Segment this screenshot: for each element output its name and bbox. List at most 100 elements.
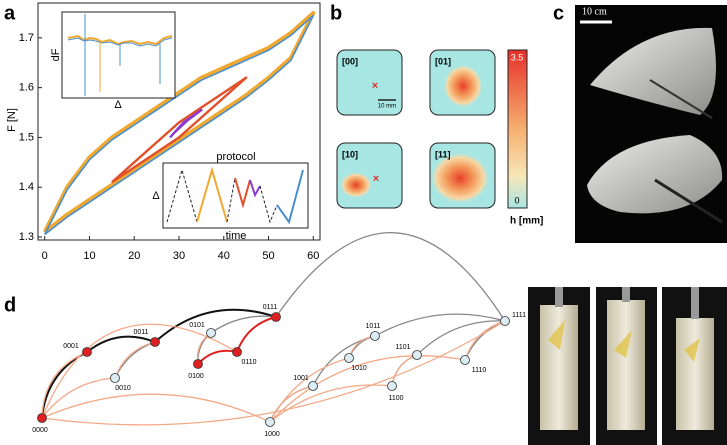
node-label: 1000 — [264, 431, 280, 438]
center-mark: × — [372, 80, 378, 92]
colorbar — [507, 49, 528, 209]
rod — [622, 287, 630, 302]
node-label: 1011 — [365, 323, 380, 330]
y-tick-label: 1.4 — [19, 181, 34, 193]
node-label: 0010 — [115, 385, 131, 392]
line-chart: 0 10 20 30 40 50 60 1.3 1.4 1.5 1.6 1.7 — [19, 10, 319, 262]
node — [82, 347, 92, 357]
cone — [590, 27, 716, 115]
node — [370, 331, 380, 341]
edge — [210, 315, 277, 334]
edge — [236, 316, 277, 353]
x-tick-label: 50 — [262, 250, 274, 262]
height-blob — [340, 172, 372, 198]
height-blob — [443, 64, 483, 108]
height-maps: × × [00] [01] [10] [11] 10 mm 3.5 0 h [m… — [336, 49, 543, 227]
inset-line — [67, 34, 173, 46]
edge — [41, 323, 238, 419]
node-label: 0100 — [188, 373, 204, 380]
protocol-line — [166, 168, 198, 223]
map — [336, 49, 403, 116]
edge — [41, 351, 88, 419]
node — [344, 353, 354, 363]
rod — [555, 287, 563, 307]
protocol-line — [276, 169, 304, 225]
node — [110, 373, 120, 383]
inset-frame — [162, 162, 309, 229]
colorbar-tick: 0 — [514, 195, 519, 205]
edge — [374, 313, 506, 337]
x-tick-label: 60 — [307, 250, 319, 262]
edge — [86, 335, 156, 353]
inset-line — [67, 37, 173, 47]
x-tick-label: 0 — [42, 250, 48, 262]
node-label: 1010 — [351, 365, 367, 372]
edge — [269, 384, 393, 423]
center-mark: × — [373, 173, 379, 185]
node-label: 0011 — [133, 329, 148, 336]
x-tick-label: 40 — [218, 250, 230, 262]
edge — [41, 320, 506, 426]
node — [387, 381, 397, 391]
node — [265, 417, 275, 427]
node — [460, 355, 470, 365]
y-tick-label: 1.3 — [19, 231, 34, 243]
cylinder — [607, 300, 645, 430]
edge — [197, 349, 238, 365]
y-axis-label: F [N] — [6, 108, 18, 132]
node-label: 0111 — [263, 304, 278, 311]
protocol-title: protocol — [216, 151, 255, 163]
edge — [275, 232, 506, 322]
panel-label: c — [553, 2, 564, 24]
edge — [41, 393, 271, 423]
cylinder — [540, 305, 578, 430]
node — [37, 413, 47, 423]
node-label: 1111 — [512, 312, 526, 319]
scale-label: 10 mm — [378, 104, 396, 110]
data-line — [42, 10, 316, 234]
protocol-line — [226, 177, 236, 223]
protocol-line — [249, 179, 261, 198]
node — [193, 359, 203, 369]
protocol-line — [259, 185, 278, 224]
cone-fold — [649, 79, 713, 119]
edge — [114, 341, 156, 379]
node-label: 0101 — [189, 322, 205, 329]
node — [308, 381, 318, 391]
node — [271, 312, 281, 322]
edge — [114, 341, 156, 379]
protocol-x-label: time — [226, 230, 247, 242]
height-blob — [430, 152, 490, 204]
inset-frame — [61, 11, 176, 99]
scale-label: 10 cm — [582, 6, 607, 17]
protocol-line — [196, 166, 228, 223]
edge — [269, 355, 466, 423]
y-tick-label: 1.5 — [19, 131, 34, 143]
edge — [41, 377, 116, 419]
cylinder — [676, 318, 714, 430]
data-line — [43, 14, 315, 236]
node-label: 1100 — [388, 395, 403, 402]
node-label: 0000 — [32, 427, 48, 434]
map-label: [11] — [435, 149, 451, 159]
data-line — [111, 76, 248, 184]
edge — [391, 354, 418, 387]
protocol-y-label: Δ — [152, 190, 160, 202]
edge — [41, 351, 88, 419]
data-line — [169, 108, 203, 139]
y-tick-label: 1.7 — [19, 32, 34, 44]
node-label: 1001 — [293, 375, 309, 382]
panel-label: d — [4, 294, 16, 316]
map-label: [01] — [435, 56, 451, 66]
node — [232, 347, 242, 357]
panel-label: a — [4, 2, 16, 24]
map-label: [10] — [342, 149, 358, 159]
node-label: 1110 — [472, 367, 487, 374]
colorbar-label: h [mm] — [510, 216, 543, 227]
map-label: [00] — [342, 56, 358, 66]
protocol-line — [234, 177, 251, 209]
x-tick-label: 10 — [83, 250, 95, 262]
edge — [312, 335, 376, 387]
cone — [587, 135, 723, 214]
